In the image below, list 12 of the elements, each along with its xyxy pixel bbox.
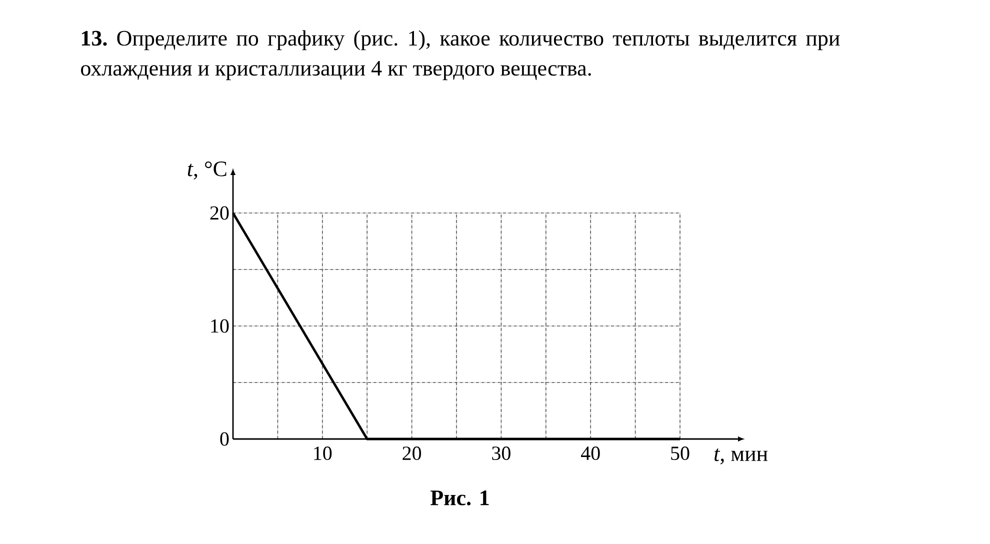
- x-tick-label: 30: [492, 446, 510, 460]
- x-axis-title: t, мин: [714, 448, 768, 464]
- x-tick-label: 10: [314, 446, 332, 460]
- y-tick-label: 20: [210, 206, 229, 220]
- y-tick-label: 10: [211, 319, 229, 333]
- x-tick-label: 50: [671, 446, 690, 460]
- y-tick-label: 0: [220, 432, 229, 446]
- text: Рис. 1: [430, 490, 489, 506]
- x-tick-label: 40: [581, 446, 600, 460]
- x-tick-label: 20: [402, 446, 422, 460]
- y-axis-title: t, °C: [188, 161, 226, 180]
- chart-title: 13. Определите по графику (рис. 1), какое количество теплоты выделится при охлаждения и кристаллизации 4 кг твердого вещества.: [81, 30, 840, 80]
